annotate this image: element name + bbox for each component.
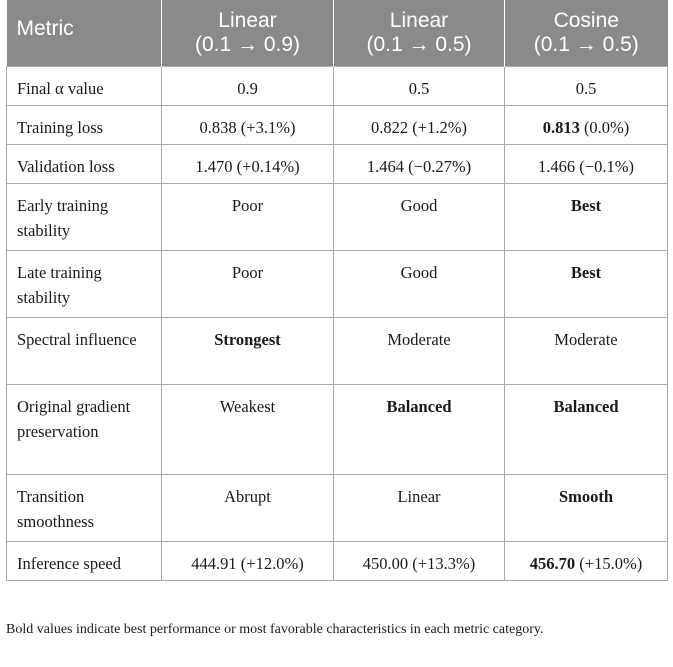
comparison-table: Metric Linear (0.1 → 0.9) Linear (0.1 → … bbox=[6, 0, 668, 581]
table-cell: 450.00 (+13.3%) bbox=[333, 540, 505, 581]
cell-bold-value: 456.70 bbox=[529, 553, 576, 573]
cell-value: Abrupt bbox=[224, 486, 271, 506]
cell-value: 1.470 (+0.14%) bbox=[195, 156, 300, 176]
table-cell: 0.5 bbox=[333, 65, 505, 106]
table-cell: 0.5 bbox=[504, 65, 668, 106]
cell-value: (0.0%) bbox=[579, 117, 630, 137]
table-row: Inference speed 444.91 (+12.0%) 450.00 (… bbox=[6, 540, 668, 581]
table-cell: Smooth bbox=[504, 473, 668, 542]
cell-value: 0.5 bbox=[408, 78, 430, 98]
header-row: Metric Linear (0.1 → 0.9) Linear (0.1 → … bbox=[6, 0, 668, 66]
table-cell: 1.466 (−0.1%) bbox=[504, 143, 668, 184]
cell-value: Poor bbox=[231, 262, 264, 282]
cell-value: 444.91 (+12.0%) bbox=[191, 553, 304, 573]
table-cell: Abrupt bbox=[161, 473, 334, 542]
row-label: Final α value bbox=[6, 65, 162, 106]
cell-bold-value: 0.813 bbox=[542, 117, 580, 137]
cell-value: 450.00 (+13.3%) bbox=[362, 553, 476, 573]
cell-value: 0.5 bbox=[575, 78, 597, 98]
header-title: Cosine bbox=[553, 8, 619, 32]
header-title: Linear bbox=[218, 8, 277, 32]
table-row: Original gradient preservation Weakest B… bbox=[6, 383, 668, 475]
table-header: Metric Linear (0.1 → 0.9) Linear (0.1 → … bbox=[6, 0, 668, 66]
table-cell: 456.70 (+15.0%) bbox=[504, 540, 668, 581]
table-cell: Good bbox=[333, 182, 505, 251]
header-cosine-0.5: Cosine (0.1 → 0.5) bbox=[505, 0, 668, 66]
header-subtitle: (0.1 → 0.9) bbox=[194, 32, 301, 56]
cell-bold-value: Best bbox=[570, 262, 602, 282]
cell-value: Moderate bbox=[554, 329, 618, 349]
table-cell: 1.470 (+0.14%) bbox=[161, 143, 334, 184]
row-label: Late training stability bbox=[6, 249, 162, 318]
cell-value: Good bbox=[400, 195, 438, 215]
row-label: Validation loss bbox=[6, 143, 162, 184]
cell-value: Weakest bbox=[219, 396, 276, 416]
row-label: Early training stability bbox=[6, 182, 162, 251]
table-cell: Poor bbox=[161, 249, 334, 318]
cell-value: Poor bbox=[231, 195, 264, 215]
cell-bold-value: Smooth bbox=[558, 486, 614, 506]
cell-bold-value: Balanced bbox=[386, 396, 452, 416]
row-label: Training loss bbox=[6, 104, 162, 145]
table-cell: 444.91 (+12.0%) bbox=[161, 540, 334, 581]
cell-bold-value: Best bbox=[570, 195, 602, 215]
cell-value: Good bbox=[400, 262, 438, 282]
table-footnote: Bold values indicate best performance or… bbox=[6, 622, 544, 637]
table-cell: 0.822 (+1.2%) bbox=[333, 104, 505, 145]
table-cell: Linear bbox=[333, 473, 505, 542]
table-cell: Poor bbox=[161, 182, 334, 251]
header-title: Linear bbox=[389, 8, 449, 32]
cell-value: Linear bbox=[397, 486, 441, 506]
table-cell: 1.464 (−0.27%) bbox=[333, 143, 505, 184]
table-cell: Strongest bbox=[161, 316, 334, 385]
table-row: Late training stability Poor Good Best bbox=[6, 249, 668, 318]
table-row: Spectral influence Strongest Moderate Mo… bbox=[6, 316, 668, 385]
table-cell: 0.838 (+3.1%) bbox=[161, 104, 334, 145]
table-cell: Weakest bbox=[161, 383, 334, 475]
row-label: Transition smoothness bbox=[6, 473, 162, 542]
table-body: Final α value 0.9 0.5 0.5 Training loss … bbox=[6, 65, 668, 581]
table-cell: Best bbox=[504, 182, 668, 251]
table-cell: Balanced bbox=[504, 383, 668, 475]
table-cell: Best bbox=[504, 249, 668, 318]
header-linear-0.9: Linear (0.1 → 0.9) bbox=[161, 0, 334, 66]
table-cell: 0.813 (0.0%) bbox=[504, 104, 668, 145]
header-metric: Metric bbox=[6, 0, 162, 66]
cell-value: 1.464 (−0.27%) bbox=[366, 156, 472, 176]
table-cell: Balanced bbox=[333, 383, 505, 475]
cell-value: (+15.0%) bbox=[575, 553, 643, 573]
table-row: Early training stability Poor Good Best bbox=[6, 182, 668, 251]
table-row: Final α value 0.9 0.5 0.5 bbox=[6, 65, 668, 106]
cell-bold-value: Balanced bbox=[553, 396, 619, 416]
cell-value: 0.822 (+1.2%) bbox=[371, 117, 467, 137]
cell-value: Moderate bbox=[387, 329, 451, 349]
table-row: Transition smoothness Abrupt Linear Smoo… bbox=[6, 473, 668, 542]
header-linear-0.5: Linear (0.1 → 0.5) bbox=[333, 0, 505, 66]
table-cell: Moderate bbox=[504, 316, 668, 385]
table-cell: Moderate bbox=[333, 316, 505, 385]
table-cell: Good bbox=[333, 249, 505, 318]
header-subtitle: (0.1 → 0.5) bbox=[533, 32, 639, 56]
row-label: Inference speed bbox=[6, 540, 162, 581]
row-label: Spectral influence bbox=[6, 316, 162, 385]
cell-value: 1.466 (−0.1%) bbox=[538, 156, 634, 176]
header-subtitle: (0.1 → 0.5) bbox=[366, 32, 472, 56]
cell-bold-value: Strongest bbox=[214, 329, 281, 349]
cell-value: 0.9 bbox=[237, 78, 258, 98]
table-row: Training loss 0.838 (+3.1%) 0.822 (+1.2%… bbox=[6, 104, 668, 145]
cell-value: 0.838 (+3.1%) bbox=[199, 117, 296, 137]
table-row: Validation loss 1.470 (+0.14%) 1.464 (−0… bbox=[6, 143, 668, 184]
table-cell: 0.9 bbox=[161, 65, 334, 106]
row-label: Original gradient preservation bbox=[6, 383, 162, 475]
